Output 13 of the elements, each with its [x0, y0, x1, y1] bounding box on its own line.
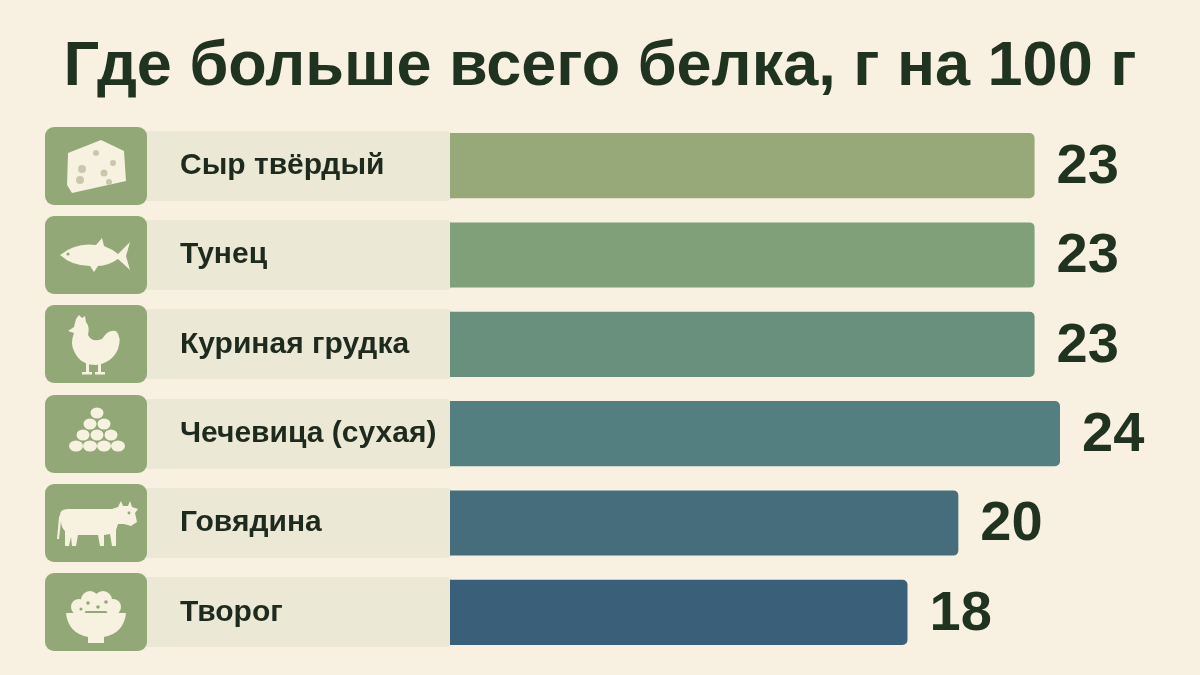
data-label: 20: [980, 489, 1043, 553]
y-tick-label: Чечевица (сухая): [180, 414, 437, 448]
data-label: 23: [1056, 221, 1119, 285]
y-tick-label: Говядина: [180, 504, 322, 538]
data-label: 23: [1056, 310, 1119, 374]
y-tick-label: Сыр твёрдый: [180, 146, 385, 180]
data-label: 23: [1056, 132, 1119, 196]
chart-title: Где больше всего белка, г на 100 г: [62, 27, 1138, 100]
data-label: 18: [929, 578, 992, 642]
y-tick-label: Тунец: [180, 236, 268, 270]
y-tick-label: Куриная грудка: [180, 325, 410, 359]
y-tick-label: Творог: [180, 593, 283, 627]
data-label: 24: [1082, 400, 1145, 464]
